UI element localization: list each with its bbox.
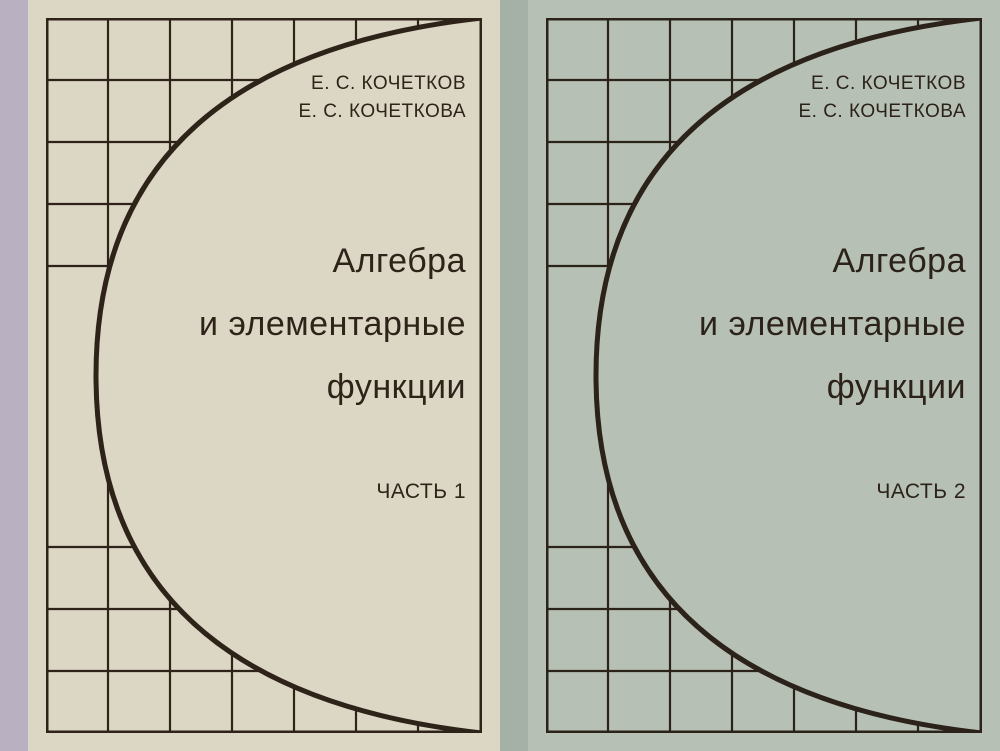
title-line: функции (699, 356, 966, 419)
title-line: и элементарные (199, 293, 466, 356)
author-line: Е. С. КОЧЕТКОВА (798, 98, 966, 126)
part-label: ЧАСТЬ 2 (876, 480, 966, 504)
title: Алгебра и элементарные функции (199, 230, 466, 419)
title-line: функции (199, 356, 466, 419)
authors: Е. С. КОЧЕТКОВ Е. С. КОЧЕТКОВА (298, 70, 466, 125)
title-line: Алгебра (699, 230, 966, 293)
book-volume-2: Е. С. КОЧЕТКОВ Е. С. КОЧЕТКОВА Алгебра и… (500, 0, 1000, 751)
spine (500, 0, 528, 751)
part-label: ЧАСТЬ 1 (376, 480, 466, 504)
title-line: Алгебра (199, 230, 466, 293)
cover: Е. С. КОЧЕТКОВ Е. С. КОЧЕТКОВА Алгебра и… (28, 0, 500, 751)
author-line: Е. С. КОЧЕТКОВА (298, 98, 466, 126)
book-volume-1: Е. С. КОЧЕТКОВ Е. С. КОЧЕТКОВА Алгебра и… (0, 0, 500, 751)
authors: Е. С. КОЧЕТКОВ Е. С. КОЧЕТКОВА (798, 70, 966, 125)
author-line: Е. С. КОЧЕТКОВ (298, 70, 466, 98)
author-line: Е. С. КОЧЕТКОВ (798, 70, 966, 98)
spine (0, 0, 28, 751)
title-line: и элементарные (699, 293, 966, 356)
title: Алгебра и элементарные функции (699, 230, 966, 419)
cover: Е. С. КОЧЕТКОВ Е. С. КОЧЕТКОВА Алгебра и… (528, 0, 1000, 751)
